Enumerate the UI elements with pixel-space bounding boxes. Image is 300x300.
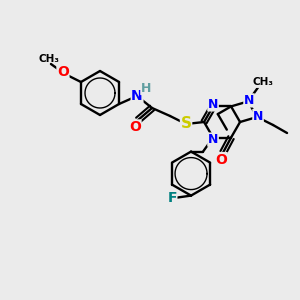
Text: S: S	[181, 116, 192, 131]
Text: O: O	[215, 153, 227, 166]
Text: N: N	[208, 133, 218, 146]
Text: O: O	[129, 120, 141, 134]
Text: H: H	[141, 82, 151, 94]
Text: N: N	[208, 98, 218, 111]
Text: N: N	[131, 89, 143, 103]
Text: CH₃: CH₃	[38, 54, 59, 64]
Text: O: O	[57, 65, 69, 79]
Text: N: N	[253, 110, 263, 122]
Text: N: N	[244, 94, 254, 107]
Text: F: F	[167, 190, 177, 205]
Text: CH₃: CH₃	[253, 77, 274, 87]
